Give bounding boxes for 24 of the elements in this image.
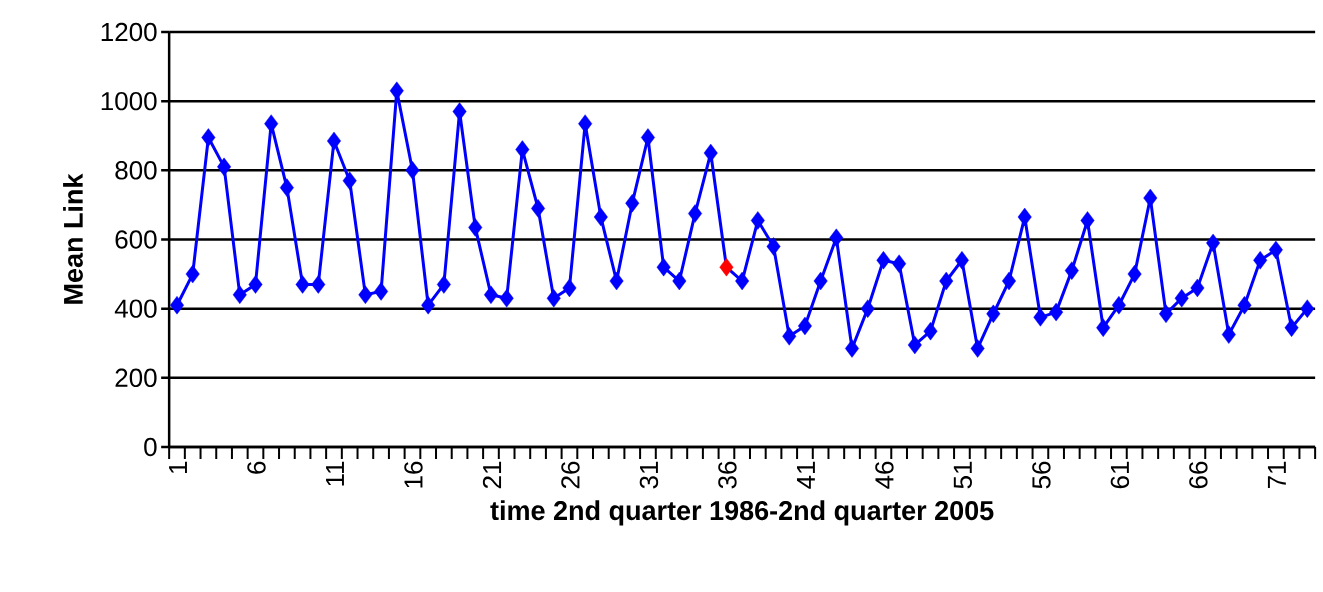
x-tick-label: 46 <box>875 461 894 489</box>
x-tick-label: 31 <box>639 461 659 489</box>
y-tick-label: 1200 <box>101 22 157 42</box>
x-tick-label: 51 <box>953 461 972 489</box>
y-tick-label: 800 <box>115 161 157 180</box>
y-tick-label: 200 <box>115 368 157 388</box>
x-tick-label: 71 <box>1267 461 1286 489</box>
y-axis-title: Mean Link <box>63 173 83 304</box>
x-tick-label: 21 <box>482 461 502 489</box>
x-tick-label: 16 <box>404 461 423 488</box>
x-tick-label: 61 <box>1110 461 1130 489</box>
x-tick-label: 41 <box>796 461 815 489</box>
x-tick-label: 66 <box>1189 461 1208 489</box>
y-tick-label: 0 <box>144 437 157 457</box>
y-tick-label: 1000 <box>101 91 157 111</box>
x-tick-label: 6 <box>247 461 266 474</box>
x-tick-label: 26 <box>561 461 580 489</box>
x-tick-label: 36 <box>718 461 737 489</box>
y-tick-label: 400 <box>114 299 157 318</box>
x-tick-label: 11 <box>326 461 344 486</box>
x-tick-label: 56 <box>1032 461 1051 489</box>
x-axis-title: time 2nd quarter 1986-2nd quarter 2005 <box>490 500 994 526</box>
x-tick-label: 1 <box>169 461 187 474</box>
y-tick-label: 600 <box>115 230 157 249</box>
